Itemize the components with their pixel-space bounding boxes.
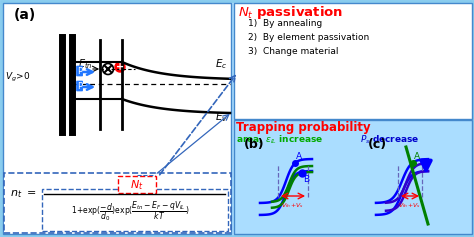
FancyBboxPatch shape [42,189,228,231]
FancyBboxPatch shape [4,173,231,233]
Text: $1\!+\!\exp(\dfrac{-d}{d_0})\exp(\dfrac{E_{tn}-E_F-qV_{IL}}{kT})$: $1\!+\!\exp(\dfrac{-d}{d_0})\exp(\dfrac{… [71,199,189,223]
Text: 1)  By annealing: 1) By annealing [248,19,322,28]
Text: $V_g\!>\!0$: $V_g\!>\!0$ [5,70,31,84]
Text: P: P [77,82,82,91]
Text: (c): (c) [368,138,387,151]
Text: A: A [296,152,302,161]
Text: $N_t$ passivation: $N_t$ passivation [238,4,343,21]
Text: 3)  Change material: 3) Change material [248,47,338,56]
Text: $E_v$: $E_v$ [215,110,228,124]
Text: $N_t$: $N_t$ [130,178,144,192]
FancyBboxPatch shape [234,3,472,119]
Text: B: B [303,175,309,184]
Text: $E_{tn}$: $E_{tn}$ [78,57,92,71]
Text: 2)  By element passivation: 2) By element passivation [248,33,369,42]
Text: P: P [77,67,82,76]
Text: $P_s$ decrease: $P_s$ decrease [360,134,419,146]
FancyBboxPatch shape [3,3,231,234]
Text: $V_{th}\!+\!V_s$: $V_{th}\!+\!V_s$ [282,201,304,210]
Text: $V_{th}\!+\!V_s$: $V_{th}\!+\!V_s$ [399,201,421,210]
FancyBboxPatch shape [118,176,156,193]
Text: area, $\varepsilon_{IL}$ increase: area, $\varepsilon_{IL}$ increase [236,134,323,146]
Text: $E_c$: $E_c$ [215,57,228,71]
Text: (b): (b) [244,138,264,151]
Text: A: A [414,151,420,160]
Circle shape [115,62,125,72]
Text: Trapping probability: Trapping probability [236,121,371,134]
FancyBboxPatch shape [234,120,472,234]
Text: $n_t\ =$: $n_t\ =$ [10,188,36,200]
Text: (a): (a) [14,8,36,22]
Text: +: + [116,62,124,72]
